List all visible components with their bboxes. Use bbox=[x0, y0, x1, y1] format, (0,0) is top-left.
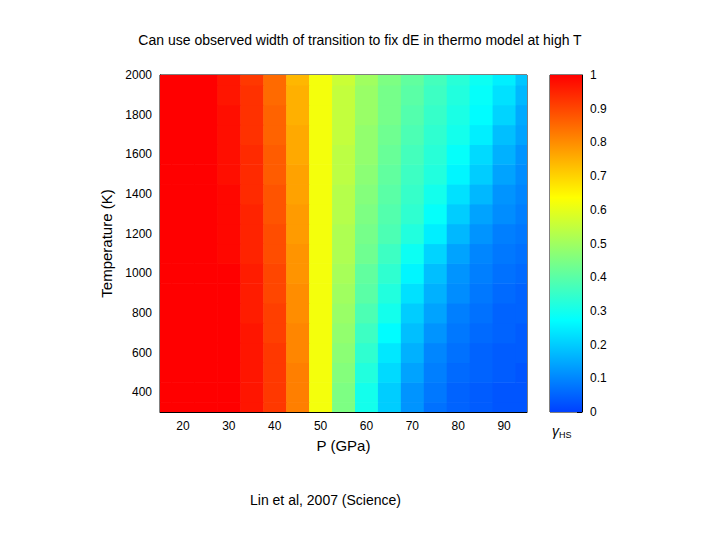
svg-text:0.4: 0.4 bbox=[590, 270, 607, 284]
svg-text:70: 70 bbox=[406, 419, 420, 433]
svg-text:800: 800 bbox=[132, 306, 152, 320]
svg-text:Can use observed width of tran: Can use observed width of transition to … bbox=[138, 32, 582, 48]
svg-text:0.6: 0.6 bbox=[590, 203, 607, 217]
svg-text:0.1: 0.1 bbox=[590, 371, 607, 385]
svg-text:1000: 1000 bbox=[125, 266, 152, 280]
svg-text:1600: 1600 bbox=[125, 147, 152, 161]
svg-text:2000: 2000 bbox=[125, 68, 152, 82]
svg-text:0.8: 0.8 bbox=[590, 135, 607, 149]
svg-text:P (GPa): P (GPa) bbox=[317, 437, 371, 454]
svg-text:0.3: 0.3 bbox=[590, 304, 607, 318]
svg-text:γ: γ bbox=[552, 423, 559, 439]
svg-text:50: 50 bbox=[314, 419, 328, 433]
svg-text:1400: 1400 bbox=[125, 187, 152, 201]
svg-text:1: 1 bbox=[590, 68, 597, 82]
svg-text:90: 90 bbox=[497, 419, 511, 433]
svg-text:0.9: 0.9 bbox=[590, 102, 607, 116]
svg-text:40: 40 bbox=[268, 419, 282, 433]
svg-text:20: 20 bbox=[176, 419, 190, 433]
svg-text:400: 400 bbox=[132, 385, 152, 399]
svg-text:HS: HS bbox=[559, 430, 572, 440]
svg-text:1200: 1200 bbox=[125, 227, 152, 241]
svg-text:0.2: 0.2 bbox=[590, 338, 607, 352]
svg-text:0.7: 0.7 bbox=[590, 169, 607, 183]
svg-text:0: 0 bbox=[590, 405, 597, 419]
svg-text:60: 60 bbox=[360, 419, 374, 433]
svg-text:Lin et al, 2007 (Science): Lin et al, 2007 (Science) bbox=[250, 492, 401, 508]
svg-text:1800: 1800 bbox=[125, 108, 152, 122]
svg-text:30: 30 bbox=[222, 419, 236, 433]
svg-text:0.5: 0.5 bbox=[590, 237, 607, 251]
svg-text:600: 600 bbox=[132, 346, 152, 360]
svg-text:80: 80 bbox=[452, 419, 466, 433]
svg-text:Temperature (K): Temperature (K) bbox=[98, 189, 115, 297]
